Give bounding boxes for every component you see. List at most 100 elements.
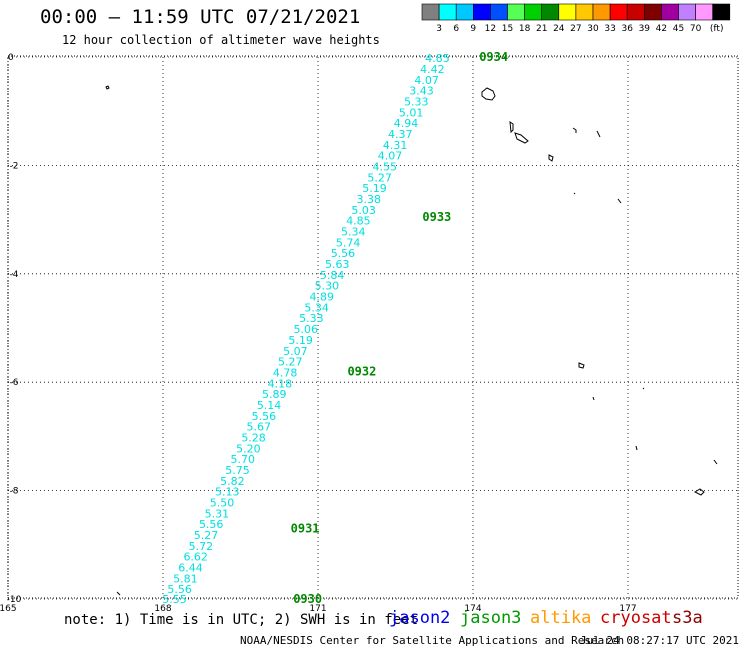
swh-value: 5.84: [320, 269, 345, 282]
swh-value: 5.50: [210, 497, 235, 510]
swh-value: 6.62: [183, 551, 208, 564]
islands: [105, 85, 718, 596]
island-marker: [572, 127, 577, 133]
time-labels: 0934 0933 0932 0931 0930: [291, 50, 508, 606]
swh-value: 5.30: [315, 280, 340, 293]
colorbar-label: 36: [621, 24, 633, 34]
swh-value: 4.42: [420, 63, 445, 76]
colorbar-swatch: [678, 3, 696, 21]
colorbar-swatch: [609, 3, 628, 21]
colorbar-swatch: [626, 3, 645, 21]
colorbar-swatch: [455, 3, 474, 21]
swh-value: 5.56: [331, 247, 356, 260]
swh-value: 5.67: [246, 421, 271, 434]
colorbar-label: 30: [587, 24, 599, 34]
swh-value: 5.33: [404, 95, 429, 108]
colorbar-swatch: [472, 3, 491, 21]
colorbar-label: 6: [453, 24, 459, 34]
colorbar-label: 27: [570, 24, 581, 34]
altimeter-track: 4.854.424.073.435.335.014.944.374.314.07…: [162, 52, 449, 606]
colorbar-swatch: [575, 3, 594, 21]
colorbar-label: 12: [485, 24, 496, 34]
satellite-jason3-label: jason3: [460, 608, 522, 628]
colorbar-swatch: [592, 3, 611, 21]
island-marker: [514, 132, 529, 144]
colorbar-label: 24: [553, 24, 565, 34]
y-tick-label: -8: [10, 487, 19, 497]
swh-value: 5.19: [362, 182, 387, 195]
swh-value: 5.03: [351, 204, 376, 217]
swh-value: 5.81: [173, 572, 198, 585]
swh-value: 5.63: [325, 258, 350, 271]
swh-value: 5.56: [252, 410, 277, 423]
satellite-jason2-label: jason2: [389, 608, 451, 628]
swh-value: 4.94: [394, 117, 419, 130]
colorbar-label: 3: [436, 24, 442, 34]
colorbar-swatch: [507, 3, 525, 21]
island-marker: [713, 459, 718, 465]
swh-value: 5.27: [194, 529, 219, 542]
island-marker: [116, 591, 121, 596]
island-marker: [105, 85, 110, 90]
island-marker: [548, 154, 554, 162]
colorbar-label: 9: [470, 24, 476, 34]
footer-note: note: 1) Time is in UTC; 2) SWH is in fe…: [64, 612, 419, 628]
swh-value: 5.72: [189, 540, 214, 553]
colorbar-swatch: [490, 3, 508, 21]
colorbar-swatch: [524, 3, 542, 21]
swh-value: 5.01: [399, 106, 424, 119]
colorbar-swatch: [421, 3, 440, 21]
island-marker: [617, 198, 622, 204]
island-marker: [592, 396, 595, 401]
colorbar-label: 39: [639, 24, 651, 34]
swh-value: 5.56: [199, 518, 224, 531]
swh-value: 4.85: [346, 215, 371, 228]
satellite-cryosat-label: cryosat: [600, 608, 672, 628]
swh-value: 5.55: [162, 593, 187, 606]
grid: [7, 56, 738, 600]
colorbar-label: 42: [656, 24, 667, 34]
swh-value: 5.34: [341, 226, 366, 239]
colorbar-swatch: [541, 3, 560, 21]
x-tick-label: 174: [464, 604, 481, 614]
island-marker: [693, 488, 705, 496]
y-tick-label: -2: [10, 161, 19, 171]
colorbar-swatch: [558, 3, 577, 21]
swh-value: 5.34: [304, 301, 329, 314]
swh-value: 5.31: [205, 507, 230, 520]
x-tick-label: 168: [154, 604, 171, 614]
colorbar-label: 33: [604, 24, 615, 34]
chart-subtitle: 12 hour collection of altimeter wave hei…: [62, 33, 380, 47]
swh-value: 4.07: [378, 150, 403, 163]
y-tick-label: -6: [10, 378, 19, 388]
time-label: 0930: [293, 592, 322, 606]
colorbar-swatch: [661, 3, 679, 21]
colorbar-swatch: [695, 3, 713, 21]
satellite-altika-label: altika: [530, 608, 592, 628]
swh-value: 5.27: [278, 356, 303, 369]
swh-value: 5.06: [294, 323, 319, 336]
swh-value: 3.43: [409, 85, 434, 98]
swh-value: 5.74: [336, 236, 361, 249]
swh-value: 5.89: [262, 388, 287, 401]
swh-value: 5.27: [367, 171, 392, 184]
island-marker: [509, 120, 514, 134]
y-tick-label: -4: [10, 270, 19, 280]
tick-labels: 165 168 171 174 177 0 -2 -4 -6 -8 -10: [0, 53, 637, 614]
colorbar-label: 15: [502, 24, 513, 34]
colorbar-label: 45: [673, 24, 684, 34]
swh-value: 5.82: [220, 475, 245, 488]
satellite-s3a-label: s3a: [672, 608, 703, 628]
swh-value: 3.38: [357, 193, 382, 206]
swh-value: 4.55: [373, 160, 398, 173]
y-tick-label: 0: [8, 53, 14, 63]
time-label: 0933: [422, 210, 451, 224]
swh-value: 5.70: [230, 453, 255, 466]
swh-value: 5.14: [257, 399, 282, 412]
credit-line: NOAA/NESDIS Center for Satellite Applica…: [240, 634, 625, 647]
time-label: 0934: [479, 50, 508, 64]
island-marker: [481, 87, 496, 101]
swh-value: 5.33: [299, 312, 324, 325]
swh-value: 5.07: [283, 345, 308, 358]
swh-value: 5.56: [167, 583, 192, 596]
